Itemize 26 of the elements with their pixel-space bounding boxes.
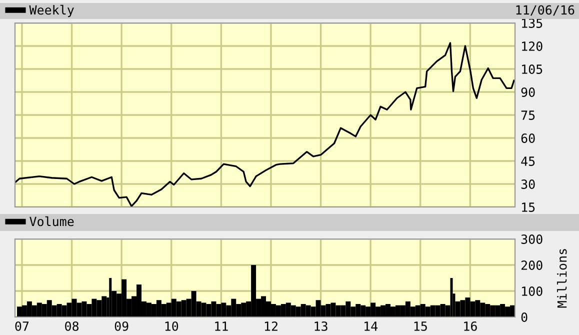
- y-tick-label: 75: [521, 110, 535, 120]
- x-tick-label: 12: [264, 321, 278, 331]
- legend-label: Weekly: [29, 4, 74, 18]
- text: 11/06/16: [516, 5, 574, 16]
- y-tick-label: 300: [521, 234, 542, 244]
- x-tick-label: 16: [464, 321, 477, 331]
- y-tick-label: 45: [521, 156, 535, 166]
- y-tick-label: 90: [521, 88, 535, 97]
- x-tick-label: 14: [364, 322, 378, 331]
- x-tick-label: 11: [215, 322, 228, 331]
- x-tick-label: 15: [414, 322, 427, 331]
- y-tick-label: 200: [521, 260, 542, 270]
- y-tick-label: 100: [522, 286, 542, 296]
- x-tick-label: 13: [314, 321, 328, 331]
- x-tick-label: 09: [114, 321, 128, 331]
- y-axis-title: Millions: [557, 249, 567, 308]
- y-tick-label: 0: [521, 312, 528, 322]
- y-tick-label: 15: [522, 202, 535, 212]
- y-tick-label: 60: [521, 134, 535, 143]
- y-tick-label: 120: [522, 42, 542, 51]
- x-tick-label: 08: [65, 321, 78, 331]
- y-tick-label: 105: [522, 64, 542, 74]
- legend-label: Volume: [30, 216, 74, 226]
- x-tick-label: 07: [15, 321, 29, 331]
- x-tick-label: 10: [165, 321, 178, 331]
- y-tick-label: 30: [521, 180, 535, 189]
